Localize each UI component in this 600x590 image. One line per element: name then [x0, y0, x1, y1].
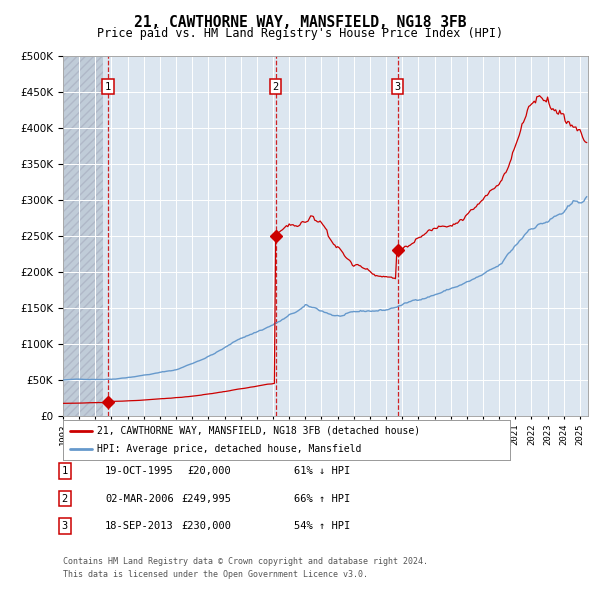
- Bar: [63, 56, 103, 416]
- Text: 1: 1: [105, 81, 111, 91]
- Text: 21, CAWTHORNE WAY, MANSFIELD, NG18 3FB: 21, CAWTHORNE WAY, MANSFIELD, NG18 3FB: [134, 15, 466, 30]
- Text: Price paid vs. HM Land Registry's House Price Index (HPI): Price paid vs. HM Land Registry's House …: [97, 27, 503, 40]
- Text: £249,995: £249,995: [181, 494, 231, 503]
- Text: 2: 2: [62, 494, 68, 503]
- Text: Contains HM Land Registry data © Crown copyright and database right 2024.: Contains HM Land Registry data © Crown c…: [63, 558, 428, 566]
- Text: 3: 3: [394, 81, 401, 91]
- Text: 61% ↓ HPI: 61% ↓ HPI: [294, 466, 350, 476]
- Text: £230,000: £230,000: [181, 522, 231, 531]
- Text: 3: 3: [62, 522, 68, 531]
- Text: 21, CAWTHORNE WAY, MANSFIELD, NG18 3FB (detached house): 21, CAWTHORNE WAY, MANSFIELD, NG18 3FB (…: [97, 426, 419, 436]
- Text: 2: 2: [272, 81, 279, 91]
- Text: 19-OCT-1995: 19-OCT-1995: [105, 466, 174, 476]
- Text: 1: 1: [62, 466, 68, 476]
- Text: 66% ↑ HPI: 66% ↑ HPI: [294, 494, 350, 503]
- Text: 02-MAR-2006: 02-MAR-2006: [105, 494, 174, 503]
- Text: This data is licensed under the Open Government Licence v3.0.: This data is licensed under the Open Gov…: [63, 571, 368, 579]
- Text: 54% ↑ HPI: 54% ↑ HPI: [294, 522, 350, 531]
- Text: 18-SEP-2013: 18-SEP-2013: [105, 522, 174, 531]
- Text: £20,000: £20,000: [187, 466, 231, 476]
- Text: HPI: Average price, detached house, Mansfield: HPI: Average price, detached house, Mans…: [97, 444, 361, 454]
